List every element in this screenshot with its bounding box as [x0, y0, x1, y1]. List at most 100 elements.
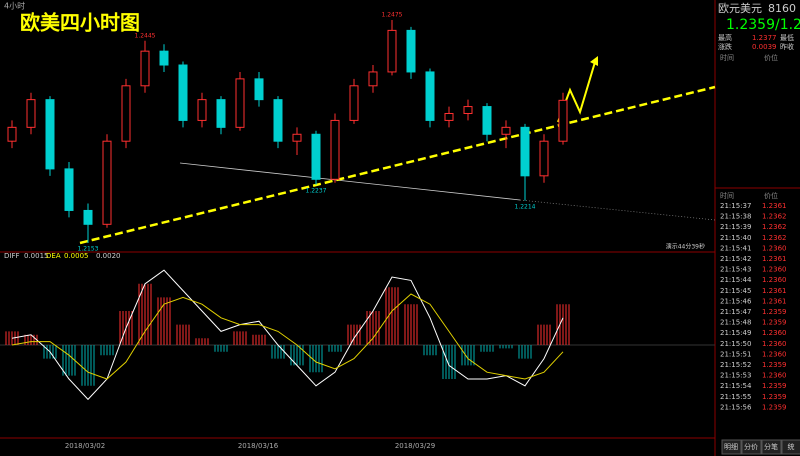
high-label: 最高 [718, 33, 732, 42]
tick-time: 21:15:45 [720, 287, 751, 295]
date-label: 2018/03/16 [238, 442, 279, 450]
candle-body [349, 85, 359, 121]
tick-price: 1.2362 [762, 234, 787, 242]
tick-time: 21:15:42 [720, 255, 751, 263]
tab[interactable] [781, 439, 800, 455]
tick-time: 21:15:41 [720, 244, 751, 252]
tick-time: 21:15:44 [720, 276, 752, 284]
change-value: 0.0039 [752, 43, 777, 51]
price-label: 1.2445 [135, 32, 156, 39]
tick-time: 21:15:40 [720, 234, 751, 242]
dea-line [11, 293, 564, 380]
period-label[interactable]: 4小时 [4, 1, 25, 11]
candle-body [159, 50, 169, 66]
tick-time: 21:15:53 [720, 372, 751, 380]
quote-code: 8160 [768, 2, 796, 15]
dea-value: 0.0005 [64, 252, 89, 260]
candle-body [558, 99, 568, 142]
tick-price: 1.2359 [762, 308, 787, 316]
candle-body [235, 78, 245, 128]
tab-label[interactable]: 分价 [744, 442, 758, 451]
price-header: 价位 [764, 53, 778, 62]
price-label: 1.2475 [382, 12, 403, 19]
candle-body [64, 168, 74, 211]
price-label: 1.2237 [306, 187, 327, 194]
diff-line [11, 269, 564, 401]
candle-body [254, 78, 264, 101]
tick-price: 1.2360 [762, 340, 787, 348]
tick-price: 1.2360 [762, 244, 787, 252]
prev-label: 昨收 [780, 42, 794, 51]
candle-body [216, 99, 226, 128]
macd-value: 0.0020 [96, 252, 121, 260]
low-label: 最低 [780, 33, 794, 42]
diff-value: 0.0015 [24, 252, 49, 260]
diff-label: DIFF [4, 252, 20, 260]
candle-body [83, 209, 93, 225]
change-label: 涨跌 [718, 42, 732, 51]
candle-body [463, 106, 473, 114]
time-header: 时间 [720, 191, 734, 200]
candle-body [292, 133, 302, 142]
arrow-head [590, 56, 598, 66]
trend-line [79, 85, 716, 245]
tick-price: 1.2360 [762, 276, 787, 284]
candle-body [330, 119, 340, 180]
candle-body [368, 71, 378, 87]
tick-time: 21:15:52 [720, 361, 751, 369]
tick-price: 1.2360 [762, 329, 787, 337]
tick-price: 1.2360 [762, 266, 787, 274]
tick-time: 21:15:54 [720, 382, 752, 390]
candle-body [406, 29, 416, 73]
support-line [179, 162, 521, 201]
tick-price: 1.2360 [762, 372, 787, 380]
dea-label: DEA [46, 252, 61, 260]
tick-time: 21:15:38 [720, 213, 751, 221]
date-label: 2018/03/02 [65, 442, 105, 450]
date-label: 2018/03/29 [395, 442, 435, 450]
tick-price: 1.2360 [762, 350, 787, 358]
tick-price: 1.2361 [762, 297, 787, 305]
candle-body [482, 106, 492, 135]
candle-body [45, 99, 55, 170]
candle-body [197, 99, 207, 121]
tick-price: 1.2359 [762, 382, 787, 390]
tab[interactable] [761, 439, 782, 455]
candle-body [178, 64, 188, 121]
time-header: 时间 [720, 53, 734, 62]
candle-body [311, 133, 321, 180]
tick-time: 21:15:50 [720, 340, 751, 348]
tab-label[interactable]: 明细 [724, 442, 738, 451]
tick-time: 21:15:37 [720, 202, 751, 210]
tick-price: 1.2361 [762, 287, 787, 295]
tick-time: 21:15:48 [720, 319, 751, 327]
candle-body [102, 140, 112, 225]
tab-label[interactable]: 统 [788, 442, 795, 451]
quote-name: 欧元美元 [718, 2, 762, 15]
tab[interactable] [721, 439, 742, 455]
tick-time: 21:15:56 [720, 403, 752, 411]
candle-body [7, 126, 17, 142]
candle-body [140, 50, 150, 87]
tick-time: 21:15:43 [720, 266, 751, 274]
tick-price: 1.2361 [762, 255, 787, 263]
tick-price: 1.2359 [762, 393, 787, 401]
tab-label[interactable]: 分笔 [764, 442, 778, 451]
candle-body [26, 99, 36, 128]
candle-body [425, 71, 435, 121]
candle-body [121, 85, 131, 142]
tick-price: 1.2359 [762, 403, 787, 411]
demo-label: 演示44分39秒 [666, 243, 705, 251]
tick-time: 21:15:51 [720, 350, 751, 358]
tab[interactable] [741, 439, 762, 455]
tick-time: 21:15:49 [720, 329, 751, 337]
candle-body [444, 112, 454, 121]
tick-time: 21:15:39 [720, 223, 751, 231]
tick-price: 1.2361 [762, 202, 787, 210]
quote-price: 1.2359/1.2 [726, 17, 800, 33]
tick-price: 1.2359 [762, 361, 787, 369]
tick-price: 1.2362 [762, 213, 787, 221]
candle-body [539, 140, 549, 177]
tick-time: 21:15:46 [720, 297, 752, 305]
